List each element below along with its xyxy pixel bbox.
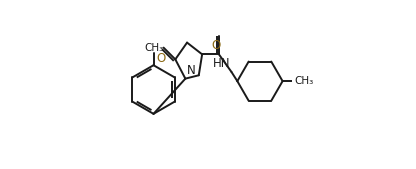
Text: N: N <box>186 64 195 77</box>
Text: HN: HN <box>213 57 230 70</box>
Text: O: O <box>211 39 220 52</box>
Text: O: O <box>156 52 165 65</box>
Text: CH₃: CH₃ <box>294 76 314 86</box>
Text: CH₃: CH₃ <box>144 43 163 53</box>
